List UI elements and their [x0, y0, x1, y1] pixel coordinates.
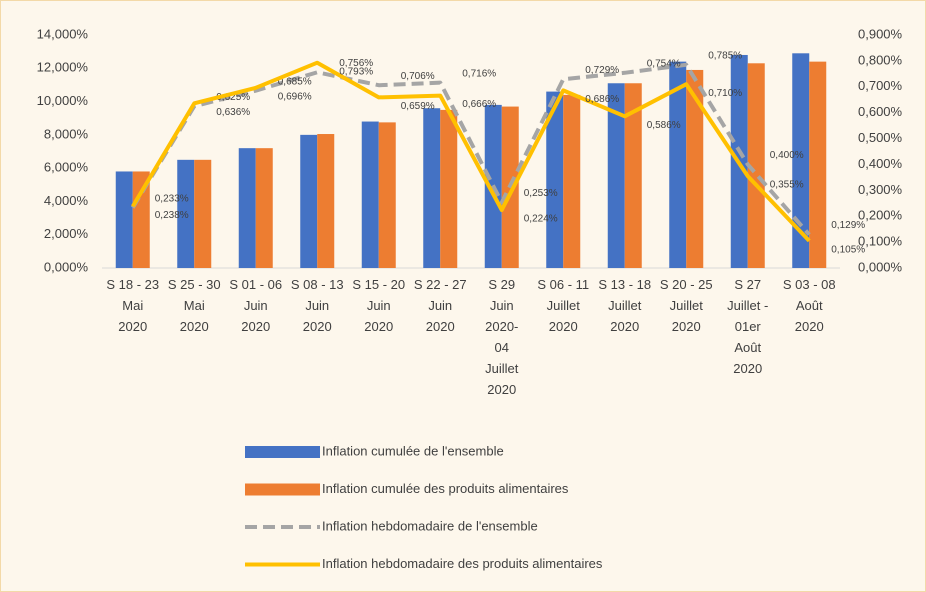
data-label: 0,253%	[524, 188, 558, 199]
y-tick-label: 2,000%	[44, 226, 89, 241]
data-label: 0,696%	[278, 91, 312, 102]
y-tick-label: 12,000%	[37, 60, 89, 75]
data-label: 0,710%	[708, 88, 742, 99]
data-label: 0,686%	[585, 94, 619, 105]
y2-tick-label: 0,700%	[858, 78, 903, 93]
bar	[669, 61, 687, 268]
bar	[624, 83, 642, 268]
data-label: 0,400%	[770, 150, 804, 161]
bar	[115, 171, 133, 268]
bar	[809, 61, 827, 268]
y2-tick-label: 0,500%	[858, 130, 903, 145]
data-label: 0,706%	[401, 71, 435, 82]
x-tick-label: S 01 - 06 Juin 2020	[229, 277, 282, 334]
bar	[238, 148, 256, 268]
bar	[563, 94, 581, 269]
data-label: 0,233%	[155, 193, 189, 204]
data-label: 0,785%	[708, 50, 742, 61]
bar	[378, 122, 396, 268]
bar	[300, 134, 318, 268]
y2-tick-label: 0,600%	[858, 104, 903, 119]
y-tick-label: 4,000%	[44, 193, 89, 208]
x-tick-label: S 27 Juillet -01er Août 2020	[727, 277, 768, 376]
bar	[686, 69, 704, 268]
legend-label: Inflation hebdomadaire des produits alim…	[322, 556, 603, 571]
data-label: 0,105%	[831, 244, 865, 255]
data-label: 0,659%	[401, 101, 435, 112]
x-tick-label: S 06 - 11 Juillet 2020	[537, 277, 589, 334]
legend-swatch	[245, 483, 320, 496]
x-tick-label: S 29 Juin 2020-04 Juillet 2020	[485, 277, 519, 397]
line	[131, 62, 811, 236]
x-tick-label: S 22 - 27 Juin 2020	[414, 277, 467, 334]
x-tick-label: S 25 - 30 Mai 2020	[168, 277, 221, 334]
bar	[194, 159, 212, 268]
y-tick-label: 6,000%	[44, 160, 89, 175]
x-tick-label: S 13 - 18 Juillet 2020	[598, 277, 651, 334]
data-label: 0,729%	[585, 65, 619, 76]
y2-tick-label: 0,800%	[858, 52, 903, 67]
data-label: 0,625%	[216, 92, 250, 103]
line	[131, 60, 811, 243]
y2-tick-label: 0,900%	[858, 26, 903, 41]
y-tick-label: 14,000%	[37, 26, 89, 41]
data-label: 0,716%	[462, 68, 496, 79]
legend-label: Inflation cumulée des produits alimentai…	[322, 481, 569, 496]
bar	[361, 121, 379, 269]
y2-tick-label: 0,100%	[858, 234, 903, 249]
legend-label: Inflation cumulée de l'ensemble	[322, 443, 504, 458]
data-label: 0,129%	[831, 220, 865, 231]
data-label: 0,685%	[278, 76, 312, 87]
data-label: 0,224%	[524, 214, 558, 225]
data-label: 0,355%	[770, 180, 804, 191]
x-tick-label: S 03 - 08 Août 2020	[783, 277, 836, 334]
data-label: 0,793%	[339, 66, 373, 77]
legend-label: Inflation hebdomadaire de l'ensemble	[322, 518, 538, 533]
bar	[607, 83, 625, 268]
x-tick-label: S 18 - 23 Mai 2020	[106, 277, 159, 334]
bar	[423, 108, 441, 268]
x-tick-label: S 08 - 13 Juin 2020	[291, 277, 344, 334]
bar	[747, 63, 765, 268]
x-tick-label: S 15 - 20 Juin 2020	[352, 277, 405, 334]
y2-tick-label: 0,200%	[858, 208, 903, 223]
bar	[546, 91, 564, 268]
bar	[255, 148, 273, 268]
y-tick-label: 10,000%	[37, 93, 89, 108]
legend-swatch	[245, 446, 320, 458]
bar	[177, 159, 195, 268]
data-label: 0,756%	[339, 58, 373, 69]
y2-tick-label: 0,300%	[858, 182, 903, 197]
y2-tick-label: 0,400%	[858, 156, 903, 171]
bar	[792, 53, 810, 268]
y-tick-label: 8,000%	[44, 126, 89, 141]
y-tick-label: 0,000%	[44, 259, 89, 274]
y2-tick-label: 0,000%	[858, 259, 903, 274]
bar	[440, 109, 458, 269]
data-label: 0,586%	[647, 120, 681, 131]
data-label: 0,238%	[155, 210, 189, 221]
x-tick-label: S 20 - 25 Juillet 2020	[660, 277, 713, 334]
bar	[317, 134, 335, 268]
data-label: 0,754%	[647, 58, 681, 69]
data-label: 0,666%	[462, 99, 496, 110]
data-label: 0,636%	[216, 107, 250, 118]
